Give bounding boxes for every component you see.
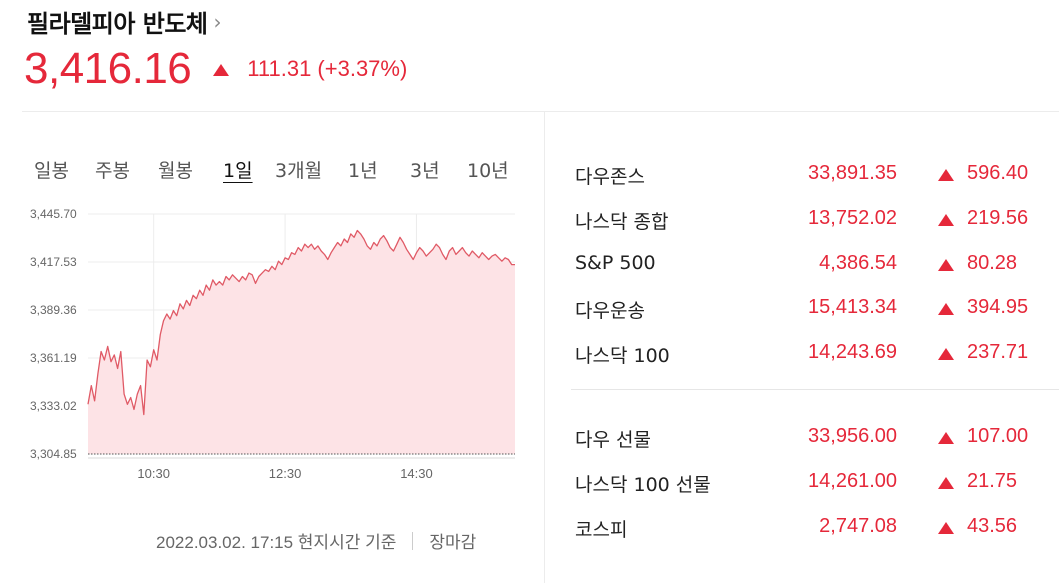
quote-change: 596.40: [967, 162, 1029, 184]
quote-name: 다우존스: [575, 166, 645, 188]
quote-change: 107.00: [967, 425, 1029, 447]
up-triangle-icon: [938, 432, 954, 444]
quote-change: 80.28: [967, 252, 1018, 274]
y-tick-label: 3,333.02: [30, 399, 77, 413]
up-triangle-icon: [938, 477, 954, 489]
y-tick-label: 3,389.36: [30, 303, 77, 317]
chart-footer: 2022.03.02. 17:15 현지시간 기준 장마감: [156, 528, 476, 553]
quote-name: 다우운송: [575, 300, 645, 322]
x-tick-label: 14:30: [400, 466, 433, 481]
quote-row-sp500[interactable]: S&P 500 4,386.54 80.28: [575, 252, 1045, 280]
y-tick-label: 3,304.85: [30, 447, 77, 461]
tab-weekly-candle[interactable]: 주봉: [95, 160, 130, 182]
quote-row-nasdaq-100-futures[interactable]: 나스닥 100 선물 14,261.00 21.75: [575, 470, 1045, 498]
quote-row-nasdaq-100[interactable]: 나스닥 100 14,243.69 237.71: [575, 341, 1045, 369]
up-triangle-icon: [938, 303, 954, 315]
quote-value: 4,386.54: [819, 252, 897, 274]
quote-row-kospi[interactable]: 코스피 2,747.08 43.56: [575, 515, 1045, 543]
quote-value: 14,261.00: [808, 470, 897, 492]
quote-row-dow-futures[interactable]: 다우 선물 33,956.00 107.00: [575, 425, 1045, 453]
price-change: 111.31 (+3.37%): [247, 56, 408, 81]
tab-10-years[interactable]: 10년: [467, 160, 509, 182]
period-tabs: 일봉 주봉 월봉 1일 3개월 1년 3년 10년: [34, 156, 524, 186]
tab-monthly-candle[interactable]: 월봉: [158, 160, 193, 182]
y-tick-label: 3,417.53: [30, 255, 77, 269]
quote-value: 14,243.69: [808, 341, 897, 363]
up-triangle-icon: [213, 64, 230, 76]
chevron-right-icon: ›: [213, 10, 222, 34]
page-title: 필라델피아 반도체: [27, 9, 208, 38]
divider: [571, 389, 1059, 390]
quote-row-dow-jones[interactable]: 다우존스 33,891.35 596.40: [575, 162, 1045, 190]
intraday-area-chart[interactable]: 3,445.70 3,417.53 3,389.36 3,361.19 3,333.02…: [0, 200, 530, 490]
price-summary: 3,416.16 111.31 (+3.37%): [24, 42, 407, 96]
quote-change: 237.71: [967, 341, 1029, 363]
up-triangle-icon: [938, 348, 954, 360]
quote-change: 21.75: [967, 470, 1018, 492]
current-price: 3,416.16: [24, 44, 192, 93]
quote-name: S&P 500: [575, 252, 656, 274]
x-tick-label: 12:30: [269, 466, 302, 481]
quote-name: 나스닥 100: [575, 345, 670, 367]
index-title-link[interactable]: 필라델피아 반도체 ›: [27, 4, 222, 38]
tab-daily-candle[interactable]: 일봉: [34, 160, 69, 182]
up-triangle-icon: [938, 169, 954, 181]
tab-1-year[interactable]: 1년: [348, 160, 378, 182]
quote-row-dow-transport[interactable]: 다우운송 15,413.34 394.95: [575, 296, 1045, 324]
quote-value: 2,747.08: [819, 515, 897, 537]
price-area-fill: [88, 230, 515, 454]
quote-name: 코스피: [575, 519, 628, 541]
divider: [412, 531, 414, 550]
quote-value: 13,752.02: [808, 207, 897, 229]
quote-change: 219.56: [967, 207, 1029, 229]
up-triangle-icon: [938, 214, 954, 226]
up-triangle-icon: [938, 522, 954, 534]
quote-row-nasdaq-composite[interactable]: 나스닥 종합 13,752.02 219.56: [575, 207, 1045, 235]
y-tick-label: 3,361.19: [30, 351, 77, 365]
x-tick-label: 10:30: [137, 466, 170, 481]
quote-value: 15,413.34: [808, 296, 897, 318]
up-triangle-icon: [938, 259, 954, 271]
tab-3-years[interactable]: 3년: [410, 160, 440, 182]
divider: [22, 111, 1059, 112]
quote-name: 다우 선물: [575, 429, 651, 451]
divider: [544, 111, 545, 583]
quote-change: 394.95: [967, 296, 1029, 318]
quote-name: 나스닥 종합: [575, 211, 669, 233]
quote-name: 나스닥 100 선물: [575, 474, 711, 496]
price-line: [87, 229, 515, 416]
tab-1-day[interactable]: 1일: [223, 160, 253, 182]
y-tick-label: 3,445.70: [30, 207, 77, 221]
quote-change: 43.56: [967, 515, 1018, 537]
quote-value: 33,891.35: [808, 162, 897, 184]
timestamp-label: 2022.03.02. 17:15 현지시간 기준: [156, 533, 397, 552]
quote-value: 33,956.00: [808, 425, 897, 447]
market-status: 장마감: [429, 533, 477, 552]
tab-3-months[interactable]: 3개월: [275, 160, 323, 182]
